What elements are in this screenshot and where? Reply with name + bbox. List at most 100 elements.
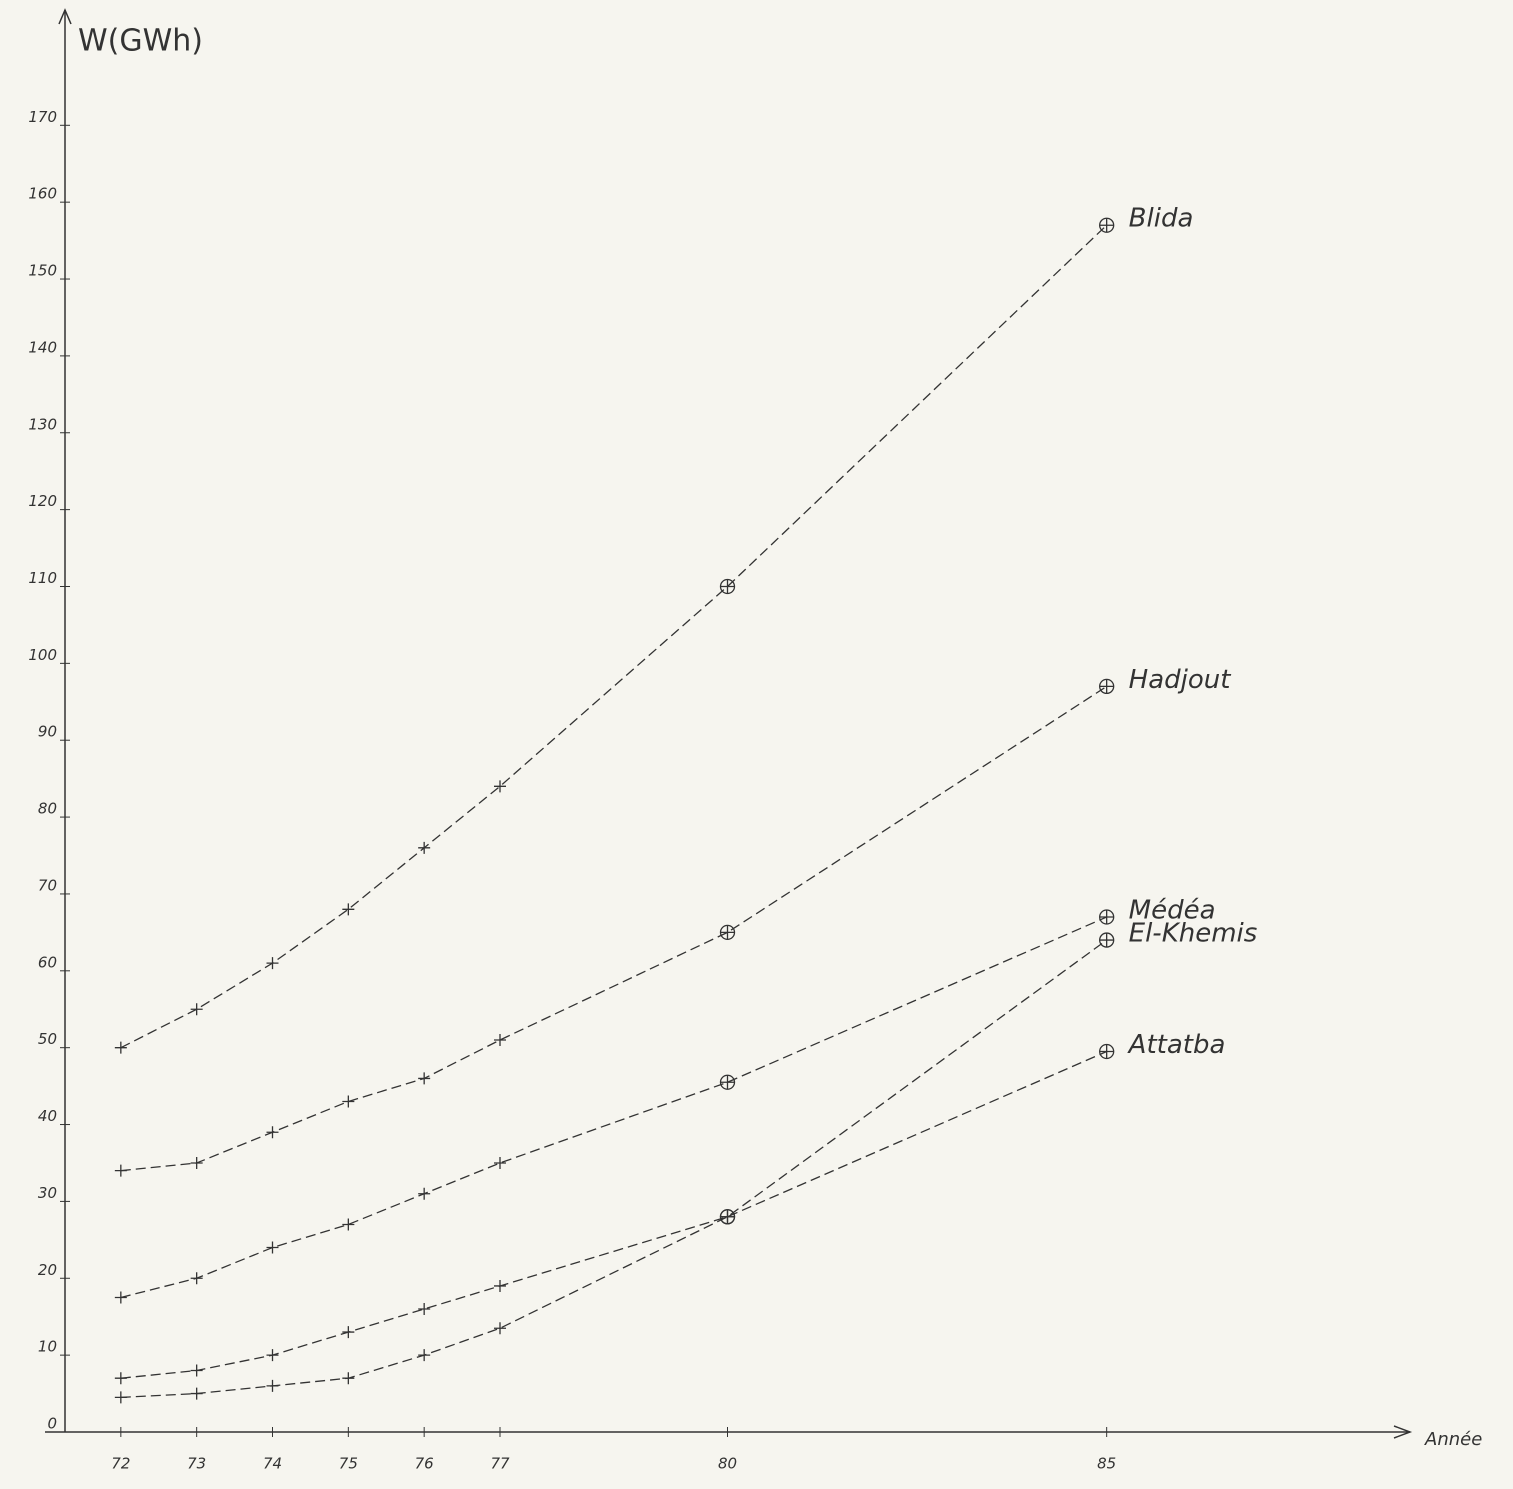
series-line [120,916,1107,1299]
point-part [719,924,736,941]
point [190,1003,203,1016]
point-part [114,1291,127,1304]
point-part [494,780,506,793]
point [114,1164,127,1177]
y-tick-label: 40 [38,1107,57,1125]
series-line [120,1050,1107,1379]
series-line [120,939,1108,1399]
series-label: Hadjout [1129,665,1232,695]
point [190,1387,203,1400]
point-part [1099,679,1114,694]
point-part [720,1075,735,1090]
y-axis-arrow [58,8,72,25]
x-tick-label: 74 [263,1455,282,1473]
x-tick-label: 75 [339,1455,358,1473]
point [114,1291,127,1304]
point [494,1156,506,1169]
point [719,924,736,941]
series-label: El-Khemis [1129,919,1258,949]
point-part [190,1156,203,1169]
x-tick-label: 80 [718,1455,737,1473]
y-tick-label: 70 [38,876,57,894]
point-part [342,1095,355,1108]
point-part [494,1279,506,1292]
point [342,903,355,916]
point-part [720,1209,735,1224]
point [342,1218,355,1231]
point-part [266,1379,279,1392]
point [1099,678,1115,695]
series-label: Blida [1129,204,1194,234]
point-part [1099,910,1114,925]
point [1099,932,1115,948]
point [114,1041,127,1054]
point-part [720,579,735,594]
point [1099,909,1115,925]
point-part [342,1218,355,1231]
point-part [114,1041,127,1054]
point [190,1156,203,1169]
y-tick-label: 0 [47,1415,57,1433]
y-tick-label: 160 [28,185,57,203]
x-axis-title: Année [1424,1429,1482,1450]
point-part [418,1349,431,1362]
point-part [418,841,431,854]
point [418,841,431,854]
point [418,1072,431,1085]
point-part [1099,217,1115,233]
y-tick-label: 100 [28,646,57,664]
point-part [266,957,279,970]
point-part [720,925,735,940]
y-tick-label: 90 [38,723,57,741]
point [190,1272,203,1285]
point-part [190,1364,203,1377]
y-tick-label: 50 [38,1030,57,1048]
point [719,578,736,595]
point-part [494,1033,506,1046]
x-tick-label: 73 [187,1455,206,1473]
point-part [1099,1043,1115,1060]
point [418,1349,431,1362]
point [719,1074,736,1090]
point [114,1391,127,1404]
series-line [120,685,1108,1172]
point-part [719,1209,736,1225]
y-tick-label: 110 [28,569,57,587]
point [494,1279,506,1292]
point-part [266,1241,279,1254]
point [342,1326,355,1339]
series-label: Attatba [1127,1030,1226,1060]
y-tick-label: 120 [28,492,57,510]
point-part [1099,678,1115,695]
y-tick-label: 170 [28,108,57,126]
point [1099,1043,1115,1060]
point-part [1099,1044,1114,1059]
point-part [719,578,736,595]
point [266,1241,279,1254]
point-part [190,1387,203,1400]
y-tick-label: 30 [38,1184,57,1202]
point-part [342,903,355,916]
point-part [114,1164,127,1177]
y-axis-title: W(GWh) [78,24,203,59]
y-tick-label: 150 [28,262,57,280]
point-part [418,1187,431,1200]
y-tick-label: 60 [38,953,57,971]
point-part [266,1126,279,1139]
point-part [190,1003,203,1016]
y-tick-label: 80 [38,800,57,818]
point [494,780,506,793]
series-line [120,224,1108,1049]
point-part [494,1156,506,1169]
point [494,1033,506,1046]
point [418,1303,431,1316]
x-tick-label: 76 [415,1455,434,1473]
point-part [1099,932,1115,948]
point [1099,217,1115,233]
point [266,1126,279,1139]
point-part [1099,218,1114,233]
point [190,1364,203,1377]
point [266,1349,279,1362]
point [342,1095,355,1108]
